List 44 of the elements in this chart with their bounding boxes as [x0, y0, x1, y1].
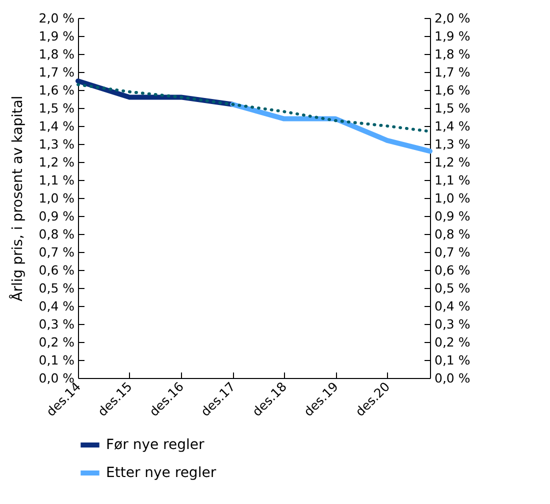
- y2-tick-label: 1,1 %: [434, 172, 470, 188]
- y2-tick-label: 1,9 %: [434, 28, 470, 44]
- y2-tick-label: 1,6 %: [434, 82, 470, 98]
- y-tick-label: 0,8 %: [38, 226, 75, 242]
- y-tick-label: 1,2 %: [38, 154, 75, 170]
- y-tick-label: 1,8 %: [38, 46, 75, 62]
- y2-tick-label: 1,5 %: [434, 100, 470, 116]
- y-tick-label: 0,7 %: [38, 244, 75, 260]
- y2-tick-label: 1,3 %: [434, 136, 470, 152]
- y-tick-label: 0,9 %: [38, 208, 75, 224]
- y2-tick-label: 0,2 %: [434, 334, 470, 350]
- y2-tick-label: 0,6 %: [434, 262, 470, 278]
- y-tick-label: 0,2 %: [38, 334, 75, 350]
- y-tick-label: 1,3 %: [38, 136, 75, 152]
- y-tick-label: 0,6 %: [38, 262, 75, 278]
- y2-tick-label: 1,4 %: [434, 118, 470, 134]
- y2-tick-label: 0,5 %: [434, 280, 470, 296]
- y2-tick-label: 1,2 %: [434, 154, 470, 170]
- y2-tick-label: 1,7 %: [434, 64, 470, 80]
- y-tick-label: 1,9 %: [38, 28, 75, 44]
- legend-label: Før nye regler: [106, 437, 204, 453]
- y2-tick-label: 0,8 %: [434, 226, 470, 242]
- y-tick-label: 1,1 %: [38, 172, 75, 188]
- y2-tick-label: 0,0 %: [434, 370, 470, 386]
- y2-tick-label: 1,8 %: [434, 46, 470, 62]
- y-tick-label: 0,5 %: [38, 280, 75, 296]
- y2-tick-label: 0,9 %: [434, 208, 470, 224]
- y-tick-label: 1,0 %: [38, 190, 75, 206]
- y-tick-label: 1,7 %: [38, 64, 75, 80]
- y-axis-title: Årlig pris, i prosent av kapital: [8, 96, 26, 302]
- y-tick-label: 1,4 %: [38, 118, 75, 134]
- y2-tick-label: 0,3 %: [434, 316, 470, 332]
- y2-tick-label: 2,0 %: [434, 10, 470, 26]
- y-tick-label: 2,0 %: [38, 10, 75, 26]
- y-tick-label: 1,6 %: [38, 82, 75, 98]
- y-tick-label: 1,5 %: [38, 100, 75, 116]
- y2-tick-label: 1,0 %: [434, 190, 470, 206]
- y2-tick-label: 0,4 %: [434, 298, 470, 314]
- legend-label: Etter nye regler: [106, 465, 216, 481]
- y-tick-label: 0,4 %: [38, 298, 75, 314]
- y2-tick-label: 0,7 %: [434, 244, 470, 260]
- y-tick-label: 0,1 %: [38, 352, 75, 368]
- y2-tick-label: 0,1 %: [434, 352, 470, 368]
- y-tick-label: 0,3 %: [38, 316, 75, 332]
